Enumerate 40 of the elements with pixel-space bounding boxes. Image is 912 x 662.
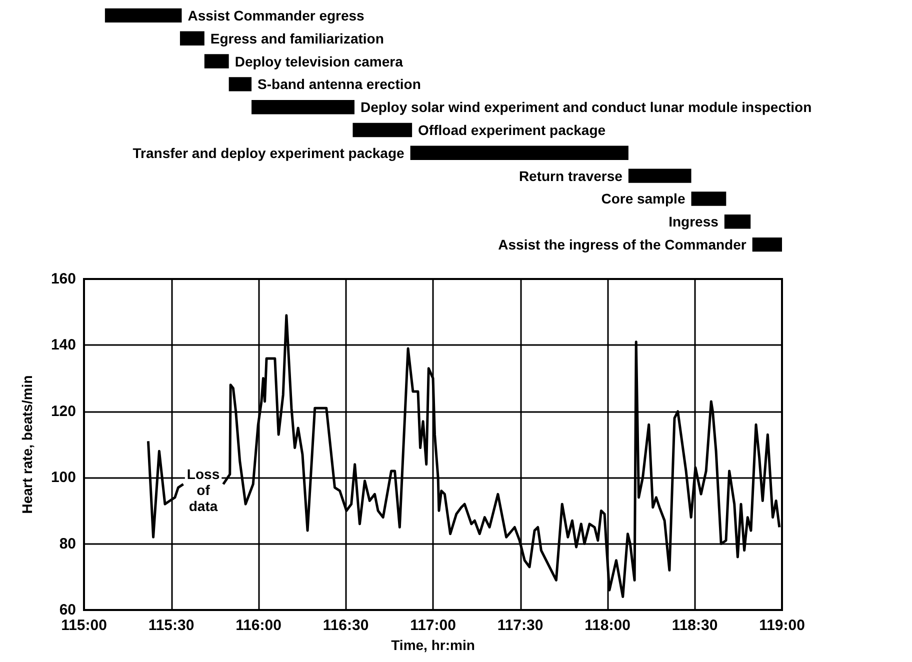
category-label: S-band antenna erection <box>258 76 421 92</box>
x-tick-label: 118:30 <box>672 617 718 634</box>
bar <box>104 8 182 23</box>
category-label: Core sample <box>601 190 686 207</box>
bar <box>724 214 751 229</box>
category-label: Ingress <box>668 214 718 230</box>
x-tick-label: 117:00 <box>410 617 456 634</box>
x-tick-label: 115:30 <box>148 617 194 634</box>
x-tick-label: 119:00 <box>759 617 805 634</box>
bar <box>180 31 204 46</box>
x-tick-label: 117:30 <box>497 617 544 634</box>
bar <box>410 146 628 160</box>
bar <box>204 54 229 68</box>
bar <box>752 237 782 252</box>
y-tick-label: 100 <box>50 469 76 486</box>
bar <box>691 192 726 206</box>
x-tick-label: 116:00 <box>236 617 282 634</box>
category-label: Egress and familiarization <box>210 30 384 46</box>
y-axis-title: Heart rate, beats/min <box>19 375 35 514</box>
y-tick-label: 120 <box>50 402 76 420</box>
x-axis-title: Time, hr:min <box>391 636 475 653</box>
x-tick-label: 115:00 <box>61 617 107 634</box>
y-tick-label: 60 <box>59 602 76 618</box>
bar <box>252 100 354 114</box>
bar <box>352 122 412 138</box>
category-label: Offload experiment package <box>418 122 606 138</box>
category-label: Deploy television camera <box>234 53 403 70</box>
annotation: Loss of data <box>186 466 220 514</box>
category-label: Deploy solar wind experiment and conduct lunar module inspection <box>360 99 812 116</box>
y-tick-label: 80 <box>59 535 76 552</box>
category-label: Return traverse <box>518 168 622 184</box>
category-label: Assist Commander egress <box>188 7 364 24</box>
category-label: Transfer and deploy experiment package <box>132 144 404 161</box>
x-tick-label: 118:00 <box>584 617 630 634</box>
bar <box>628 168 692 183</box>
y-tick-label: 140 <box>50 336 76 354</box>
y-tick-label: 160 <box>50 270 76 288</box>
category-label: Assist the ingress of the Commander <box>498 236 746 253</box>
bar <box>228 77 252 92</box>
x-tick-label: 116:30 <box>322 617 369 634</box>
